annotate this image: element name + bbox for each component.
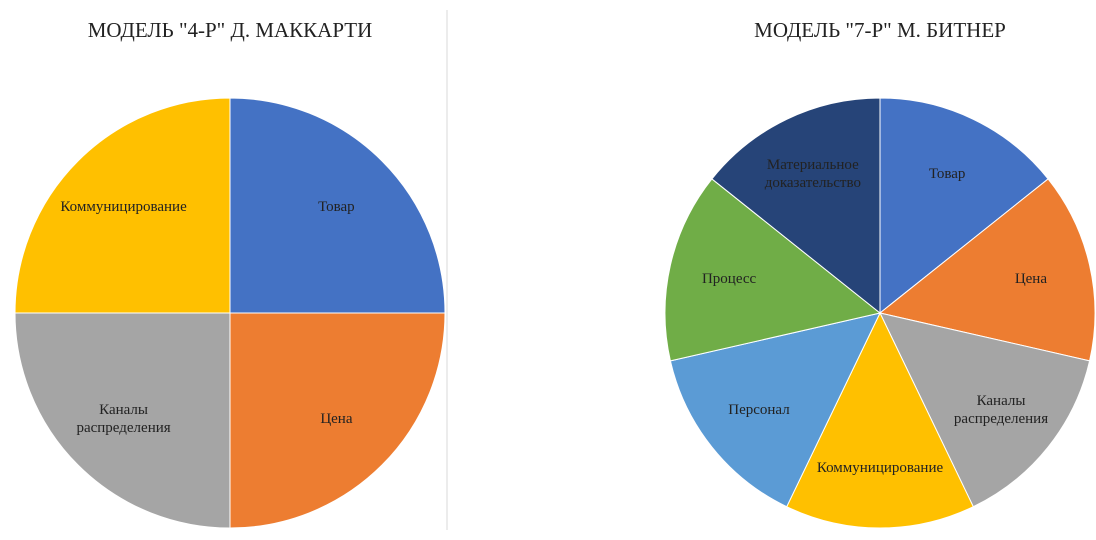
slice-label: Цена bbox=[320, 411, 353, 428]
pie-slice bbox=[878, 178, 1096, 362]
pie-slice bbox=[669, 312, 881, 508]
pie-slice bbox=[786, 311, 974, 529]
slice-label: Коммуницирование bbox=[816, 459, 944, 476]
slice-label: Каналы распределения bbox=[76, 402, 171, 437]
pie-slice bbox=[14, 97, 231, 314]
slice-label: Товар bbox=[318, 198, 355, 215]
pie-slice bbox=[879, 312, 1091, 508]
pie-slice bbox=[229, 312, 446, 529]
pie-slice bbox=[664, 178, 882, 362]
slice-label: Каналы распределения bbox=[953, 392, 1049, 427]
slice-label: Материальное доказательство bbox=[764, 156, 861, 191]
slice-label: Коммуницирование bbox=[60, 198, 187, 215]
slice-label: Процесс bbox=[701, 270, 757, 287]
pie-slice bbox=[14, 312, 231, 529]
pie-slice bbox=[711, 97, 881, 315]
chart-title: МОДЕЛЬ "7-Р" М. БИТНЕР bbox=[754, 18, 1006, 42]
pie-slice bbox=[879, 97, 1049, 315]
slice-label: Товар bbox=[928, 165, 966, 182]
slice-label: Персонал bbox=[728, 401, 790, 418]
chart-title: МОДЕЛЬ "4-Р" Д. МАККАРТИ bbox=[87, 18, 373, 42]
slice-label: Цена bbox=[1014, 270, 1047, 287]
pie-slice bbox=[229, 97, 446, 314]
